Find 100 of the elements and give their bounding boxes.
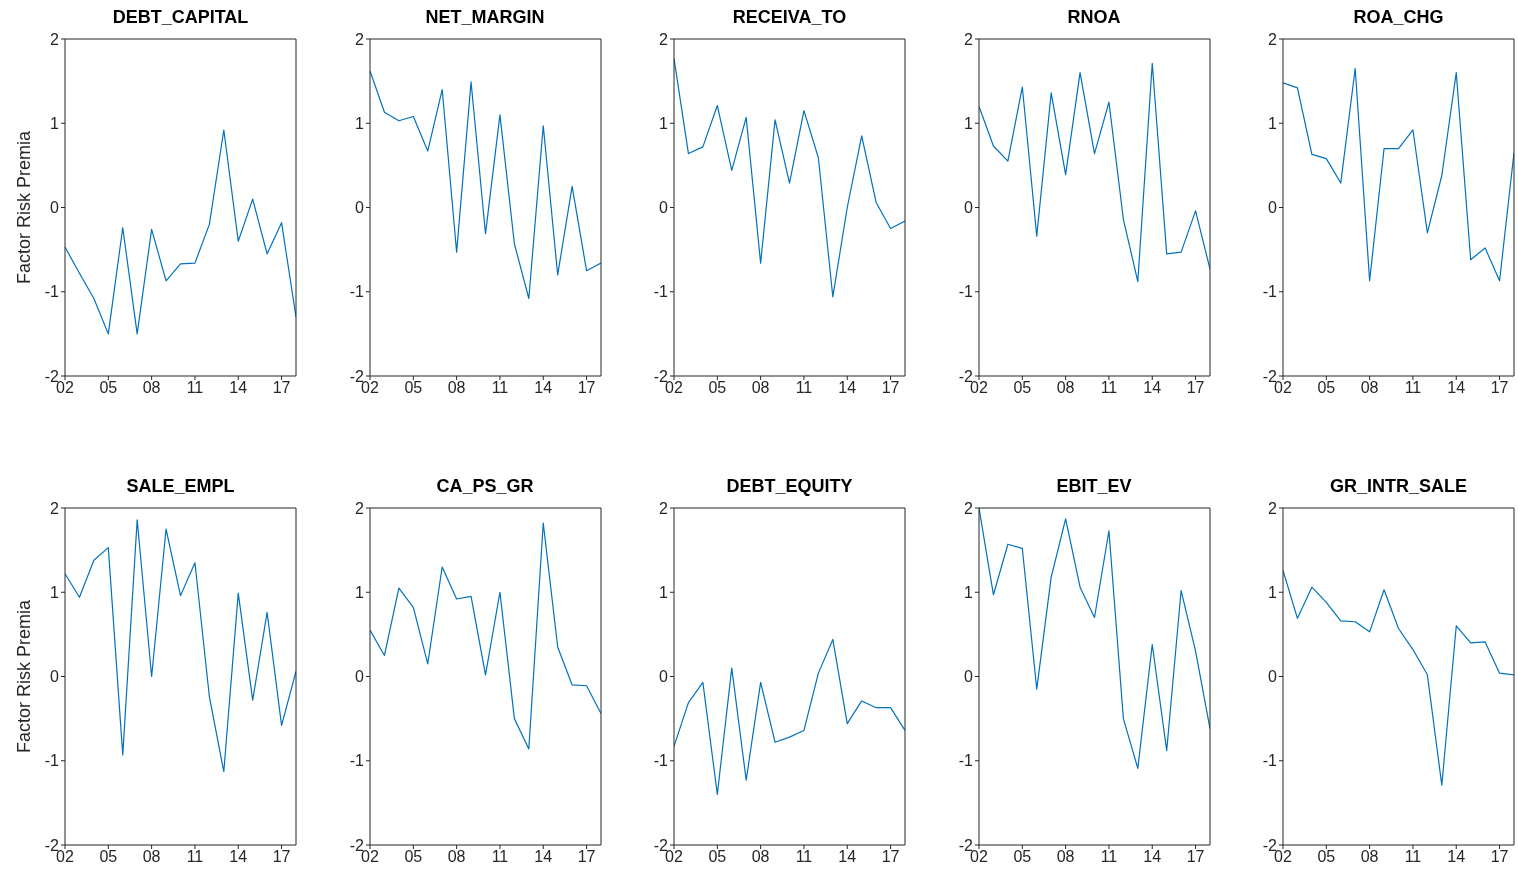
x-tick-label: 14 [838,379,857,397]
y-tick-label: 0 [659,199,669,217]
y-tick-label: 2 [659,30,669,48]
y-tick-label: 2 [963,30,973,48]
x-tick-label: 11 [795,379,813,397]
y-tick-label: 1 [963,114,973,132]
chart-title: SALE_EMPL [125,476,236,498]
x-tick-label: 17 [577,379,596,397]
y-tick-label: 1 [354,583,364,601]
y-tick-label: 2 [50,499,60,517]
y-tick-label: -1 [349,283,364,301]
x-tick-label: 08 [1056,379,1075,397]
y-tick-label: -1 [44,283,60,301]
x-tick-label: 14 [1142,379,1161,397]
x-tick-label: 14 [838,848,857,866]
x-tick-label: 17 [1186,379,1205,397]
x-tick-label: 14 [229,848,248,866]
y-tick-label: 2 [963,499,973,517]
x-tick-label: 05 [1317,848,1336,866]
y-tick-label: -1 [44,752,60,770]
y-axis-title: Factor Risk Premia [14,599,35,754]
x-tick-label: 11 [186,379,204,397]
x-tick-label: 02 [665,848,683,866]
y-tick-label: 2 [50,30,60,48]
line-series [1283,67,1514,282]
x-tick-label: 02 [56,379,74,397]
chart-title: GR_INTR_SALE [1329,476,1468,498]
y-tick-label: 2 [1268,499,1278,517]
y-tick-label: 1 [354,114,364,132]
line-series [65,519,296,773]
y-tick-label: 0 [50,668,60,686]
x-tick-label: 02 [665,379,683,397]
y-tick-label: 0 [963,668,973,686]
x-tick-label: 17 [272,379,291,397]
x-tick-label: 14 [229,379,248,397]
y-tick-label: 0 [1268,199,1278,217]
x-tick-label: 08 [142,379,161,397]
x-tick-label: 02 [1274,848,1292,866]
x-tick-label: 05 [1317,379,1336,397]
x-tick-label: 17 [1186,848,1205,866]
y-tick-label: -1 [1262,283,1278,301]
x-tick-label: 14 [1142,848,1161,866]
x-tick-label: 17 [881,848,900,866]
chart-title: NET_MARGIN [424,7,546,29]
x-tick-label: 14 [533,379,552,397]
line-series [369,70,601,300]
y-tick-label: -1 [958,752,973,770]
x-tick-label: 05 [99,848,118,866]
x-tick-label: 05 [99,379,118,397]
y-tick-label: 2 [354,499,364,517]
y-tick-label: 1 [50,114,60,132]
x-tick-label: 08 [1056,848,1075,866]
x-tick-label: 11 [1404,848,1422,866]
x-tick-label: 05 [708,848,727,866]
y-tick-label: 0 [659,668,669,686]
x-tick-label: 17 [1490,848,1509,866]
y-tick-label: 1 [1268,583,1278,601]
x-tick-label: 14 [1447,379,1466,397]
x-tick-label: 11 [795,848,813,866]
chart-title: DEBT_CAPITAL [111,7,250,29]
chart-title: CA_PS_GR [435,476,535,498]
x-tick-label: 08 [751,379,770,397]
y-tick-label: -1 [653,752,669,770]
x-tick-label: 02 [1274,379,1292,397]
chart-title: RECEIVA_TO [731,7,848,29]
y-tick-label: 2 [354,30,364,48]
x-tick-label: 05 [1012,379,1031,397]
x-tick-label: 11 [491,848,508,866]
y-tick-label: 1 [963,583,973,601]
y-tick-label: 0 [963,199,973,217]
x-tick-label: 08 [142,848,161,866]
y-tick-label: 1 [50,583,60,601]
y-tick-label: -1 [349,752,364,770]
x-tick-label: 11 [186,848,204,866]
y-tick-label: 2 [1268,30,1278,48]
x-tick-label: 08 [751,848,770,866]
y-tick-label: 0 [50,199,60,217]
y-tick-label: 0 [354,668,364,686]
x-tick-label: 08 [1360,379,1379,397]
x-tick-label: 08 [447,379,466,397]
x-tick-label: 17 [881,379,900,397]
line-series [369,522,601,750]
x-tick-label: 17 [577,848,596,866]
x-tick-label: 11 [1100,379,1117,397]
y-tick-label: 0 [354,199,364,217]
chart-title: ROA_CHG [1352,7,1445,29]
y-tick-label: 2 [659,499,669,517]
line-series [978,62,1210,283]
x-tick-label: 05 [1012,848,1031,866]
y-tick-label: 1 [659,114,669,132]
x-tick-label: 05 [403,379,422,397]
x-tick-label: 08 [447,848,466,866]
x-tick-label: 08 [1360,848,1379,866]
line-series [674,638,905,796]
x-tick-label: 17 [272,848,291,866]
y-tick-label: 1 [1268,114,1278,132]
x-tick-label: 14 [533,848,552,866]
x-tick-label: 14 [1447,848,1466,866]
x-tick-label: 02 [56,848,74,866]
y-tick-label: 0 [1268,668,1278,686]
